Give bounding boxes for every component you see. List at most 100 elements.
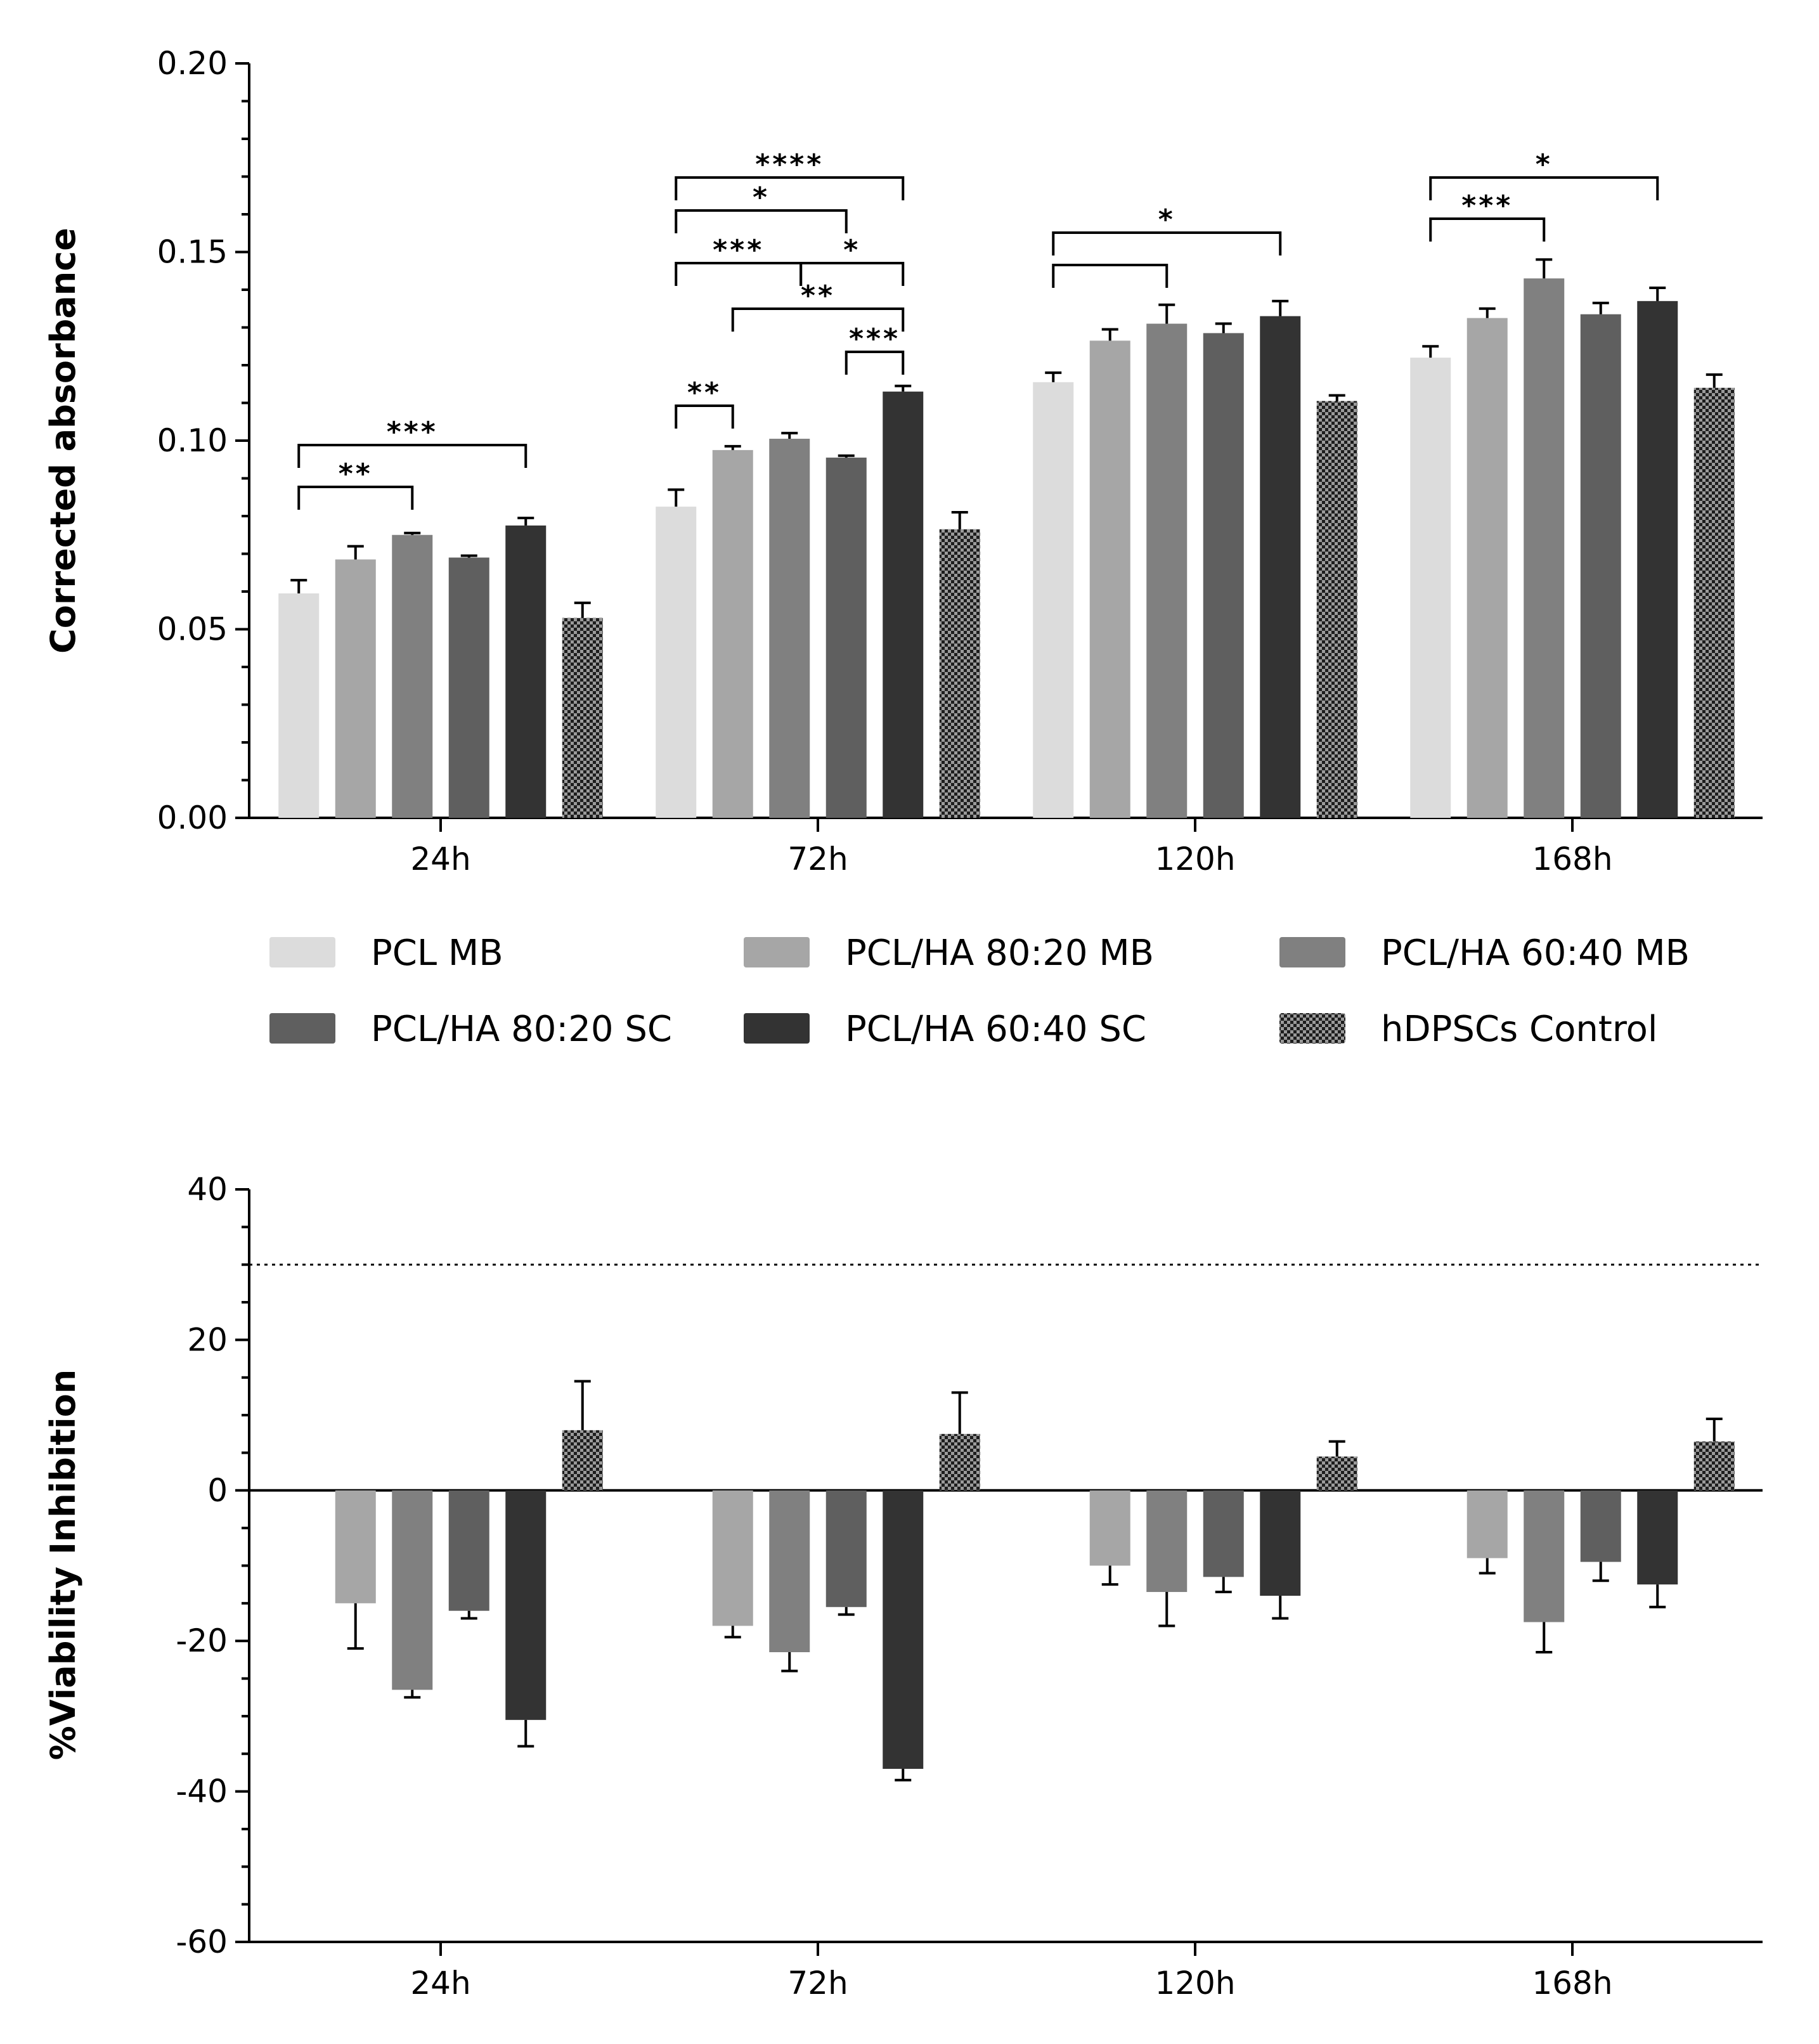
x-tick-label: 24h: [410, 1965, 470, 2002]
viability-y-axis-title: %Viability Inhibition: [43, 1369, 83, 1760]
significance-label: **: [339, 458, 373, 490]
y-tick-label: 0.20: [157, 45, 228, 82]
significance-label: ****: [755, 148, 824, 181]
significance-bracket: [297, 486, 414, 510]
bar-pcl-mb-120h: [1033, 382, 1074, 818]
significance-label: **: [801, 280, 835, 312]
viability-bars: [335, 1380, 1735, 1782]
bar-pcl-ha-60-40-mb-120h: [1146, 323, 1188, 818]
bar-pcl-ha-80-20-sc-24h: [448, 1490, 489, 1611]
y-tick-label: 20: [187, 1321, 228, 1358]
significance-label: ***: [387, 416, 438, 448]
significance-label: *: [843, 234, 860, 266]
legend-item-pcl-ha-60-40-sc: PCL/HA 60:40 SC: [744, 1009, 1146, 1050]
bar-pcl-ha-60-40-mb-168h: [1524, 278, 1565, 818]
legend-item-hdpscs-control: hDPSCs Control: [1279, 1009, 1657, 1050]
bar-pcl-ha-80-20-sc-168h: [1580, 314, 1621, 818]
bar-hdpscs-control-120h: [1316, 1456, 1357, 1491]
y-tick-label: 0.05: [157, 611, 228, 648]
bar-pcl-mb-72h: [656, 507, 697, 818]
bar-pcl-mb-24h: [278, 593, 320, 818]
bar-pcl-ha-80-20-mb-120h: [1089, 340, 1130, 818]
legend-swatch: [269, 1013, 335, 1044]
legend-label: PCL/HA 60:40 SC: [845, 1009, 1146, 1050]
bar-pcl-ha-60-40-sc-24h: [505, 525, 547, 818]
bar-pcl-ha-60-40-mb-120h: [1146, 1490, 1188, 1593]
bar-pcl-ha-80-20-mb-24h: [335, 559, 376, 818]
legend-swatch: [1279, 1013, 1345, 1044]
y-tick-label: 0: [207, 1472, 228, 1509]
absorbance-y-axis-title: Corrected absorbance: [43, 228, 83, 654]
significance-bracket: [675, 404, 734, 429]
y-tick-label: 0.00: [157, 799, 228, 836]
legend-label: hDPSCs Control: [1381, 1009, 1657, 1050]
bar-pcl-ha-80-20-mb-120h: [1089, 1490, 1130, 1566]
viability-x-ticks: 24h 72h 120h 168h: [410, 1942, 1613, 2002]
significance-label: ***: [1461, 190, 1513, 222]
bar-pcl-ha-60-40-mb-168h: [1524, 1490, 1565, 1622]
bar-pcl-ha-80-20-mb-72h: [712, 450, 753, 818]
legend-label: PCL/HA 80:20 MB: [845, 933, 1154, 974]
bar-hdpscs-control-72h: [939, 1433, 980, 1491]
significance-bracket: [1429, 217, 1546, 242]
bar-pcl-ha-60-40-sc-168h: [1637, 301, 1678, 818]
x-tick-label: 120h: [1155, 1965, 1235, 2002]
legend-label: PCL MB: [371, 933, 503, 974]
viability-chart: %Viability Inhibition -60 -40 -20 0 20 40 24h…: [43, 1171, 1763, 2002]
bar-pcl-ha-60-40-mb-72h: [769, 1490, 810, 1653]
x-tick-label: 168h: [1532, 1965, 1612, 2002]
legend-label: PCL/HA 60:40 MB: [1381, 933, 1690, 974]
legend-swatch: [744, 1013, 810, 1044]
legend-label: PCL/HA 80:20 SC: [371, 1009, 672, 1050]
bar-pcl-ha-80-20-sc-120h: [1203, 1490, 1244, 1577]
significance-label: ***: [849, 323, 900, 355]
absorbance-chart: Corrected absorbance 0.00 0.05 0.10 0.15 0.2…: [43, 45, 1763, 877]
significance-bracket: [1052, 231, 1282, 256]
y-tick-label: 0.15: [157, 234, 228, 271]
bar-pcl-ha-80-20-mb-168h: [1466, 1490, 1508, 1558]
absorbance-bars: [278, 258, 1735, 818]
bar-pcl-ha-80-20-mb-72h: [712, 1490, 753, 1626]
legend-swatch: [1279, 937, 1345, 967]
bar-pcl-ha-60-40-sc-120h: [1260, 316, 1301, 818]
significance-label: **: [687, 377, 722, 409]
y-tick-label: -40: [176, 1773, 228, 1810]
significance-bracket: [675, 262, 803, 286]
y-tick-label: 0.10: [157, 422, 228, 459]
bar-pcl-ha-80-20-sc-72h: [825, 1490, 867, 1607]
bar-pcl-ha-60-40-sc-168h: [1637, 1490, 1678, 1585]
bar-pcl-mb-168h: [1410, 358, 1451, 818]
x-tick-label: 72h: [787, 1965, 848, 2002]
bar-hdpscs-control-120h: [1316, 401, 1357, 818]
bar-hdpscs-control-168h: [1693, 1441, 1735, 1491]
bar-pcl-ha-80-20-mb-168h: [1466, 318, 1508, 818]
legend-item-pcl-ha-80-20-sc: PCL/HA 80:20 SC: [269, 1009, 672, 1050]
y-tick-label: 40: [187, 1171, 228, 1208]
bar-pcl-ha-60-40-mb-72h: [769, 439, 810, 818]
bar-pcl-ha-60-40-sc-24h: [505, 1490, 547, 1720]
significance-label: *: [1536, 148, 1553, 181]
bar-pcl-ha-60-40-mb-24h: [392, 534, 433, 818]
y-tick-label: -60: [176, 1924, 228, 1960]
legend-item-pcl-mb: PCL MB: [269, 933, 503, 974]
significance-label: *: [1158, 204, 1175, 236]
significance-bracket: [1052, 264, 1168, 288]
x-tick-label: 120h: [1155, 841, 1235, 877]
bar-hdpscs-control-24h: [562, 1430, 603, 1491]
legend-swatch: [744, 937, 810, 967]
bar-pcl-ha-60-40-mb-24h: [392, 1490, 433, 1690]
legend-item-pcl-ha-60-40-mb: PCL/HA 60:40 MB: [1279, 933, 1690, 974]
x-tick-label: 168h: [1532, 841, 1612, 877]
bar-pcl-ha-80-20-sc-120h: [1203, 333, 1244, 818]
absorbance-y-ticks: 0.00 0.05 0.10 0.15 0.20: [157, 45, 249, 836]
legend-swatch: [269, 937, 335, 967]
bar-pcl-ha-60-40-sc-72h: [883, 1490, 924, 1769]
significance-bracket: [799, 262, 905, 286]
bar-pcl-ha-80-20-sc-24h: [448, 557, 489, 818]
x-tick-label: 24h: [410, 841, 470, 877]
significance-bracket: [1429, 176, 1659, 200]
bar-pcl-ha-80-20-mb-24h: [335, 1490, 376, 1603]
bar-hdpscs-control-168h: [1693, 387, 1735, 818]
bar-pcl-ha-60-40-sc-120h: [1260, 1490, 1301, 1596]
